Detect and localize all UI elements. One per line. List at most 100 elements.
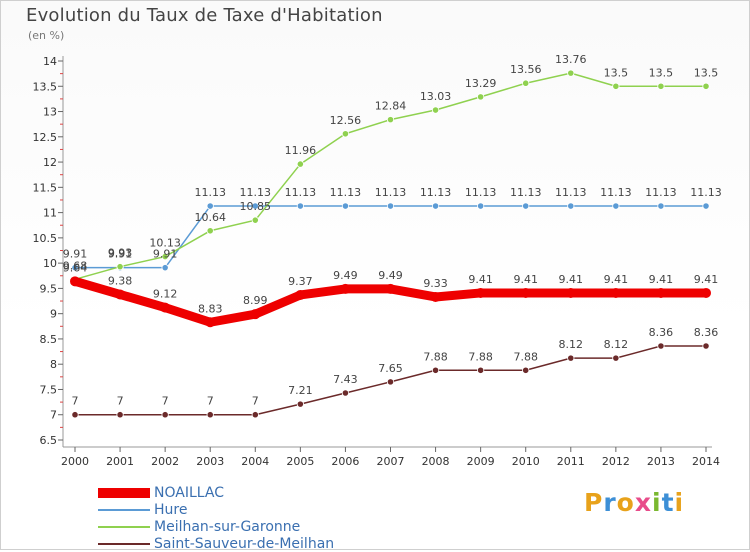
data-label: 11.13	[330, 186, 362, 199]
data-point	[477, 93, 485, 101]
data-label: 9.91	[63, 248, 88, 261]
data-label: 13.5	[649, 66, 674, 79]
x-tick-label: 2009	[467, 455, 495, 468]
data-label: 8.36	[649, 326, 674, 339]
y-tick-label: 9	[50, 308, 57, 321]
data-point	[702, 342, 710, 350]
data-point	[430, 291, 441, 302]
data-label: 9.93	[108, 247, 133, 260]
data-point	[610, 287, 621, 298]
data-point	[657, 342, 665, 350]
x-tick-label: 2003	[196, 455, 224, 468]
data-label: 9.41	[694, 273, 719, 286]
x-tick-label: 2005	[286, 455, 314, 468]
data-point	[567, 202, 575, 210]
data-label: 11.13	[600, 186, 632, 199]
data-label: 11.13	[420, 186, 452, 199]
data-label: 9.49	[378, 269, 403, 282]
data-label: 13.5	[604, 66, 629, 79]
logo-letter: r	[603, 488, 617, 517]
data-point	[702, 82, 710, 90]
data-label: 13.56	[510, 63, 542, 76]
data-point	[160, 302, 171, 313]
data-label: 9.12	[153, 288, 178, 301]
data-point	[251, 411, 259, 419]
y-tick-label: 10	[43, 257, 57, 270]
data-point	[341, 389, 350, 397]
data-label: 7.88	[468, 350, 493, 363]
data-label: 8.83	[198, 302, 223, 315]
data-point	[477, 202, 485, 210]
data-point	[386, 202, 395, 210]
legend-swatch	[98, 525, 150, 528]
y-tick-label: 7	[50, 409, 57, 422]
y-tick-label: 9.5	[40, 282, 58, 295]
data-label: 7	[252, 395, 259, 408]
data-label: 11.13	[285, 186, 317, 199]
x-tick-label: 2014	[692, 455, 720, 468]
legend-item: NOAILLAC	[98, 484, 334, 501]
proxiti-logo: Proxiti	[584, 488, 684, 517]
data-point	[295, 289, 306, 300]
legend-label: Saint-Sauveur-de-Meilhan	[154, 535, 335, 552]
data-label: 9.33	[423, 277, 448, 290]
data-label: 8.12	[559, 338, 584, 351]
data-point	[522, 202, 530, 210]
data-label: 9.41	[559, 273, 584, 286]
data-label: 11.13	[510, 186, 542, 199]
data-label: 11.96	[285, 144, 317, 157]
data-point	[475, 287, 486, 298]
data-label: 7.43	[333, 373, 358, 386]
data-label: 7.21	[288, 384, 313, 397]
data-label: 7.88	[423, 350, 448, 363]
data-label: 10.13	[149, 237, 181, 250]
data-label: 7	[162, 395, 169, 408]
data-label: 12.56	[330, 114, 362, 127]
data-point	[567, 354, 575, 362]
data-label: 13.76	[555, 53, 587, 66]
data-label: 9.41	[468, 273, 493, 286]
data-label: 9.49	[333, 269, 358, 282]
data-point	[296, 400, 304, 408]
x-tick-label: 2011	[557, 455, 585, 468]
legend-item: Hure	[98, 501, 334, 518]
data-point	[386, 378, 395, 386]
data-point	[385, 283, 396, 294]
data-point	[702, 202, 710, 210]
data-label: 8.12	[604, 338, 629, 351]
logo-letter: o	[616, 488, 635, 517]
legend-label: NOAILLAC	[154, 484, 224, 501]
data-point	[431, 106, 440, 114]
x-tick-label: 2006	[331, 455, 359, 468]
x-tick-label: 2002	[151, 455, 179, 468]
data-label: 9.37	[288, 275, 313, 288]
data-point	[296, 160, 304, 168]
x-tick-label: 2012	[602, 455, 630, 468]
data-point	[477, 366, 485, 374]
data-label: 11.13	[555, 186, 587, 199]
data-point	[206, 411, 214, 419]
data-label: 9.91	[108, 248, 133, 261]
x-tick-label: 2000	[61, 455, 89, 468]
data-label: 7.88	[513, 350, 538, 363]
data-point	[161, 252, 169, 261]
data-point	[116, 411, 124, 419]
data-label: 7	[72, 395, 79, 408]
data-point	[115, 289, 126, 300]
data-label: 9.68	[63, 259, 88, 272]
data-point	[612, 354, 620, 362]
data-point	[567, 69, 575, 77]
data-point	[206, 227, 214, 235]
data-point	[206, 202, 214, 210]
logo-letter: i	[674, 488, 685, 517]
data-point	[701, 287, 711, 298]
data-point	[70, 276, 80, 287]
data-point	[565, 287, 576, 298]
data-point	[431, 366, 440, 374]
data-point	[71, 264, 79, 272]
data-label: 11.13	[194, 186, 226, 199]
logo-letter: P	[584, 488, 604, 517]
data-label: 12.84	[375, 100, 407, 113]
y-tick-label: 6.5	[40, 434, 58, 447]
